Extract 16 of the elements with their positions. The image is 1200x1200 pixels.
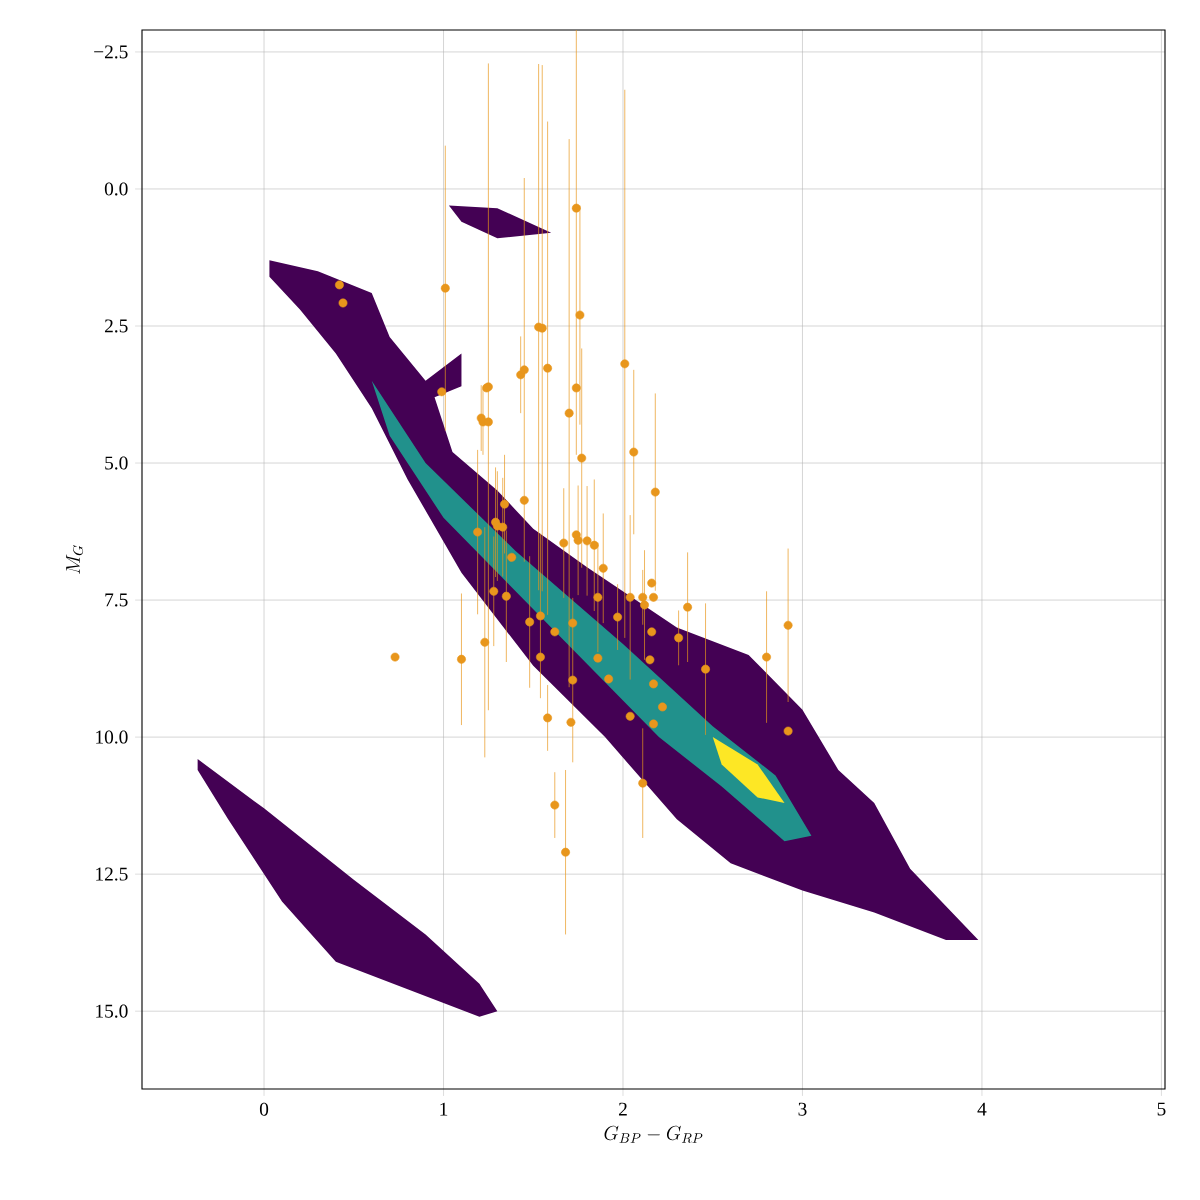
x-tick-label: 0 [259,1102,269,1116]
y-tick-label: 2.5 [104,319,128,333]
x-tick-label: 5 [1157,1102,1166,1116]
x-tick-label: 2 [618,1102,627,1116]
y-tick-label: 0.0 [104,182,128,196]
y-tick-label: 12.5 [96,867,128,881]
x-tick-label: 3 [798,1102,807,1116]
x-axis-title: $G_{BP} - G_{RP}$ [604,1125,703,1144]
x-tick-label: 1 [440,1102,448,1116]
y-axis-title: $M_G$ [66,545,84,574]
y-tick-label: 5.0 [105,456,128,470]
y-tick-label: 15.0 [96,1004,128,1018]
y-tick-label: 7.5 [105,593,128,607]
y-tick-label: 10.0 [96,730,128,744]
x-tick-label: 4 [977,1102,987,1116]
y-tick-label: −2.5 [94,45,128,59]
